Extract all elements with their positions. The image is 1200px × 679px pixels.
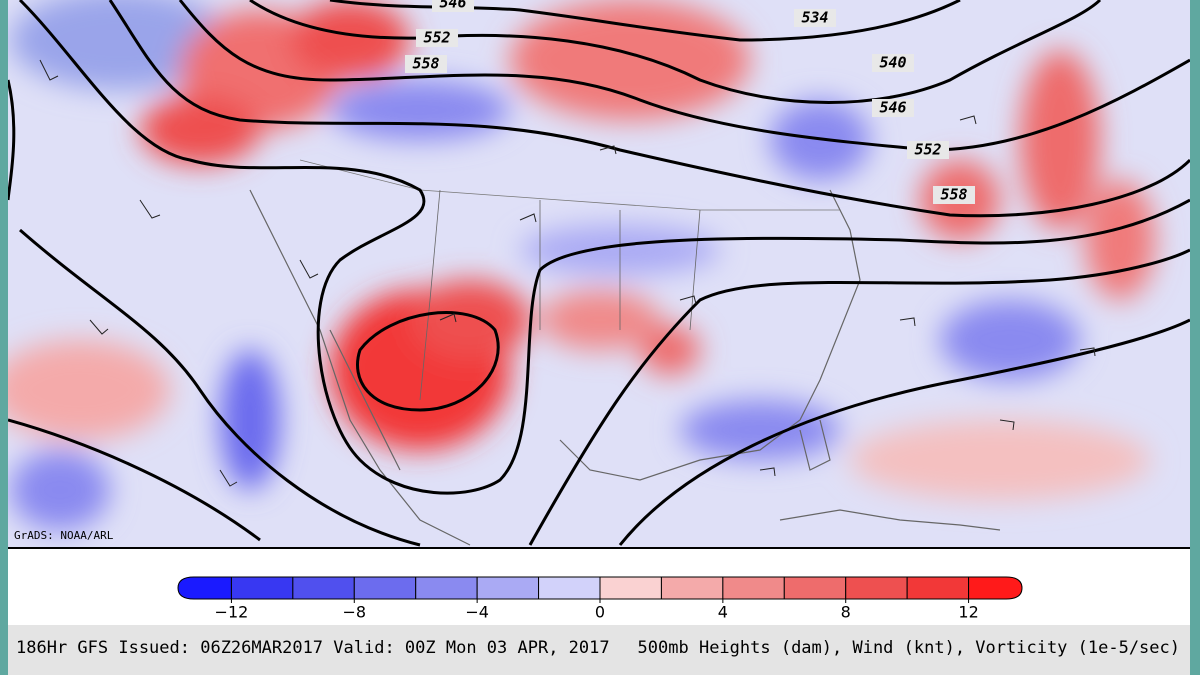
colorbar-tick-label: 4 [718, 603, 728, 622]
colorbar: −12 −8 −4 0 4 8 12 [177, 576, 1023, 622]
colorbar-tick-label: −12 [215, 603, 249, 622]
colorbar-segment [599, 576, 662, 600]
footer-left: 186Hr GFS Issued: 06Z26MAR2017 Valid: 00… [16, 638, 610, 658]
contour-label: 540 [879, 54, 906, 72]
colorbar-tick-label: 8 [841, 603, 851, 622]
colorbar-segment [845, 576, 908, 600]
contour-label: 546 [439, 0, 466, 12]
colorbar-tick-label: 0 [595, 603, 605, 622]
colorbar-segment [722, 576, 785, 600]
colorbar-segment [783, 576, 847, 600]
contour-label: 552 [423, 29, 450, 47]
colorbar-tick-label: −4 [465, 603, 489, 622]
footer-right: 500mb Heights (dam), Wind (knt), Vortici… [638, 638, 1180, 658]
contour-label: 546 [879, 99, 906, 117]
colorbar-segment [906, 576, 970, 600]
vorticity-field [8, 0, 1155, 530]
colorbar-segment [968, 576, 1023, 600]
map-credit: GrADS: NOAA/ARL [14, 529, 114, 542]
contour-labels: 546 552 558 534 540 546 552 558 [405, 0, 975, 204]
colorbar-segment [476, 576, 540, 600]
contour-label: 534 [801, 9, 828, 27]
footer-background [8, 625, 1190, 675]
colorbar-segment [660, 576, 724, 600]
colorbar-segment [230, 576, 294, 600]
contour-label: 558 [412, 55, 439, 73]
contour-label: 558 [940, 186, 967, 204]
colorbar-tick-label: 12 [958, 603, 978, 622]
colorbar-segment [177, 576, 232, 600]
colorbar-segment [538, 576, 601, 600]
contour-label: 552 [914, 141, 941, 159]
coastlines [249, 159, 1001, 546]
colorbar-tick-label: −8 [342, 603, 366, 622]
colorbar-segment [292, 576, 355, 600]
colorbar-segment [415, 576, 478, 600]
colorbar-segment [353, 576, 417, 600]
map: 546 552 558 534 540 546 552 558 GrADS: N… [8, 0, 1190, 548]
wind-barbs [39, 59, 1096, 487]
